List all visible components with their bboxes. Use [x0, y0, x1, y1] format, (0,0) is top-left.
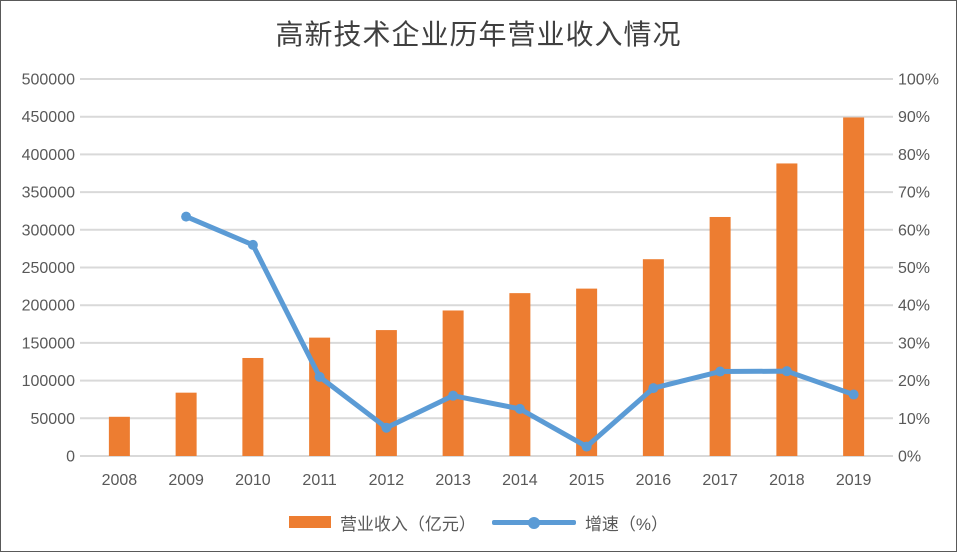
x-axis-label: 2008 — [102, 472, 138, 489]
right-axis-tick: 60% — [898, 222, 930, 239]
chart-legend: 营业收入（亿元） 增速（%） — [1, 507, 956, 537]
line-point-2011 — [314, 371, 325, 382]
line-legend-label: 增速（%） — [584, 514, 669, 534]
line-point-2013 — [448, 390, 459, 401]
right-axis-tick: 10% — [898, 411, 930, 428]
bar-2011 — [309, 337, 331, 456]
line-point-2009 — [181, 211, 192, 222]
x-axis-label: 2012 — [369, 472, 405, 489]
left-axis-tick: 400000 — [22, 147, 75, 164]
left-axis-tick: 500000 — [22, 72, 75, 89]
bar-2013 — [442, 310, 464, 456]
x-axis-label: 2014 — [502, 472, 538, 489]
bar-legend-swatch — [288, 516, 331, 528]
bar-2017 — [709, 216, 731, 456]
x-axis-label: 2015 — [569, 472, 605, 489]
bar-2018 — [776, 163, 798, 456]
line-point-2017 — [715, 366, 726, 377]
x-axis-label: 2019 — [836, 472, 872, 489]
left-axis-tick: 150000 — [22, 335, 75, 352]
right-axis-tick: 100% — [898, 72, 939, 89]
chart-title: 高新技术企业历年营业收入情况 — [275, 20, 682, 51]
left-axis-tick: 50000 — [31, 411, 76, 428]
x-axis-label: 2017 — [702, 472, 738, 489]
line-legend-dot-icon — [527, 516, 540, 529]
x-axis-label: 2010 — [235, 472, 271, 489]
bar-2015 — [576, 288, 598, 456]
bar-2012 — [375, 330, 397, 456]
left-axis-tick: 0 — [66, 449, 75, 466]
x-axis-label: 2018 — [769, 472, 805, 489]
right-axis-tick: 70% — [898, 185, 930, 202]
bar-2019 — [843, 117, 865, 456]
x-axis-label: 2009 — [168, 472, 204, 489]
right-axis-tick: 50% — [898, 260, 930, 277]
bar-2009 — [175, 392, 197, 456]
line-point-2012 — [381, 422, 392, 433]
line-point-2019 — [848, 389, 859, 400]
bar-2014 — [509, 293, 531, 456]
bar-2016 — [642, 259, 664, 456]
bar-legend-label: 营业收入（亿元） — [339, 514, 476, 534]
right-axis-tick: 20% — [898, 373, 930, 390]
right-axis-tick: 90% — [898, 109, 930, 126]
left-axis-tick: 200000 — [22, 298, 75, 315]
x-axis-label: 2011 — [302, 472, 337, 489]
left-axis-tick: 350000 — [22, 185, 75, 202]
bar-2008 — [108, 416, 130, 456]
left-axis-tick: 100000 — [22, 373, 75, 390]
line-point-2015 — [581, 441, 592, 452]
right-axis-tick: 30% — [898, 335, 930, 352]
right-axis-tick: 0% — [898, 449, 921, 466]
x-axis-label: 2013 — [435, 472, 471, 489]
line-point-2014 — [514, 403, 525, 414]
line-point-2016 — [648, 383, 659, 394]
x-axis-label: 2016 — [636, 472, 672, 489]
right-axis-tick: 40% — [898, 298, 930, 315]
bar-2010 — [242, 357, 264, 456]
line-point-2018 — [781, 366, 792, 377]
left-axis-tick: 450000 — [22, 109, 75, 126]
right-axis-tick: 80% — [898, 147, 930, 164]
line-point-2010 — [247, 239, 258, 250]
line-legend-marker — [491, 516, 576, 529]
left-axis-tick: 300000 — [22, 222, 75, 239]
left-axis-tick: 250000 — [22, 260, 75, 277]
